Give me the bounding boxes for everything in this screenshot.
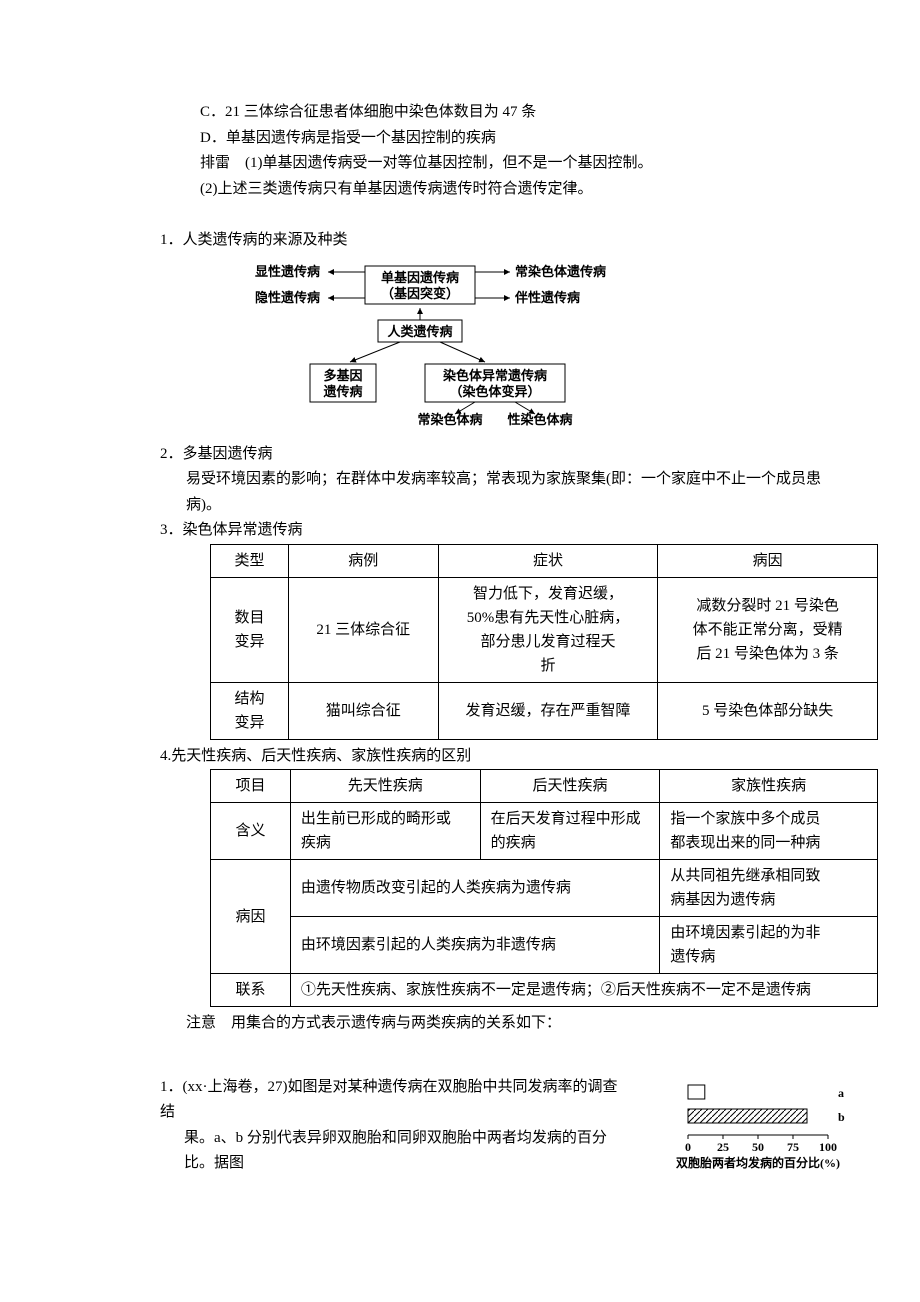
question-1: 1．(xx·上海卷，27)如图是对某种遗传病在双胞胎中共同发病率的调查结 果。a… (90, 1075, 830, 1177)
diagram-label: 常染色体病 (417, 412, 482, 427)
cell: 联系 (211, 974, 291, 1007)
cell: 减数分裂时 21 号染色 体不能正常分离，受精 后 21 号染色体为 3 条 (658, 577, 878, 682)
table-row: 数目变异 21 三体综合征 智力低下，发育迟缓， 50%患有先天性心脏病， 部分… (211, 577, 878, 682)
cell: ①先天性疾病、家族性疾病不一定是遗传病；②后天性疾病不一定不是遗传病 (290, 974, 877, 1007)
table-row: 类型 病例 症状 病因 (211, 544, 878, 577)
diagram-label: 隐性遗传病 (255, 290, 320, 305)
genetics-diagram: 显性遗传病 常染色体遗传病 隐性遗传病 伴性遗传病 单基因遗传病 （基因突变） … (250, 262, 670, 432)
section-4-title: 4.先天性疾病、后天性疾病、家族性疾病的区别 (90, 744, 830, 770)
th: 后天性疾病 (480, 770, 660, 803)
svg-text:100: 100 (819, 1140, 837, 1154)
table-row: 由环境因素引起的人类疾病为非遗传病 由环境因素引起的为非遗传病 (211, 917, 878, 974)
cell: 发育迟缓，存在严重智障 (438, 682, 658, 739)
table-row: 病因 由遗传物质改变引起的人类疾病为遗传病 从共同祖先继承相同致病基因为遗传病 (211, 860, 878, 917)
cell: 从共同祖先继承相同致病基因为遗传病 (660, 860, 878, 917)
diagram-box-label: 单基因遗传病 (381, 270, 459, 285)
diagram-box-label: 多基因 (323, 368, 362, 383)
question-line: 1．(xx·上海卷，27)如图是对某种遗传病在双胞胎中共同发病率的调查结 (160, 1075, 630, 1126)
section-3-title: 3．染色体异常遗传病 (90, 518, 830, 544)
diagram-label: 性染色体病 (507, 412, 572, 427)
svg-text:75: 75 (787, 1140, 799, 1154)
section-2-title: 2．多基因遗传病 (90, 442, 830, 468)
cell: 结构变异 (211, 682, 289, 739)
note-1: 排雷 (1)单基因遗传病受一对等位基因控制，但不是一个基因控制。 (90, 151, 830, 177)
svg-text:双胞胎两者均发病的百分比(%): 双胞胎两者均发病的百分比(%) (676, 1155, 840, 1170)
diagram-svg: 显性遗传病 常染色体遗传病 隐性遗传病 伴性遗传病 单基因遗传病 （基因突变） … (250, 262, 670, 432)
chromosome-table: 类型 病例 症状 病因 数目变异 21 三体综合征 智力低下，发育迟缓， 50%… (210, 544, 878, 740)
th: 病例 (288, 544, 438, 577)
question-line: 果。a、b 分别代表异卵双胞胎和同卵双胞胎中两者均发病的百分比。据图 (160, 1126, 630, 1177)
note-set: 注意 用集合的方式表示遗传病与两类疾病的关系如下： (90, 1011, 830, 1037)
cell: 由环境因素引起的为非遗传病 (660, 917, 878, 974)
cell: 由环境因素引起的人类疾病为非遗传病 (290, 917, 659, 974)
table-row: 项目 先天性疾病 后天性疾病 家族性疾病 (211, 770, 878, 803)
note-2: (2)上述三类遗传病只有单基因遗传病遗传时符合遗传定律。 (90, 177, 830, 203)
cell: 在后天发育过程中形成的疾病 (480, 803, 660, 860)
cell: 猫叫综合征 (288, 682, 438, 739)
th: 病因 (658, 544, 878, 577)
cell: 数目变异 (211, 577, 289, 682)
table-row: 含义 出生前已形成的畸形或疾病 在后天发育过程中形成的疾病 指一个家族中多个成员… (211, 803, 878, 860)
svg-text:50: 50 (752, 1140, 764, 1154)
diagram-label: 显性遗传病 (255, 264, 320, 279)
cell: 5 号染色体部分缺失 (658, 682, 878, 739)
disease-compare-table: 项目 先天性疾病 后天性疾病 家族性疾病 含义 出生前已形成的畸形或疾病 在后天… (210, 769, 878, 1007)
option-d: D．单基因遗传病是指受一个基因控制的疾病 (90, 126, 830, 152)
svg-text:25: 25 (717, 1140, 729, 1154)
th: 先天性疾病 (290, 770, 480, 803)
diagram-label: 常染色体遗传病 (515, 264, 606, 279)
table-row: 结构变异 猫叫综合征 发育迟缓，存在严重智障 5 号染色体部分缺失 (211, 682, 878, 739)
table-row: 联系 ①先天性疾病、家族性疾病不一定是遗传病；②后天性疾病不一定不是遗传病 (211, 974, 878, 1007)
cell: 由遗传物质改变引起的人类疾病为遗传病 (290, 860, 659, 917)
cell: 智力低下，发育迟缓， 50%患有先天性心脏病， 部分患儿发育过程夭 折 (438, 577, 658, 682)
svg-text:a: a (838, 1086, 844, 1100)
svg-text:b: b (838, 1110, 845, 1124)
diagram-box-label: 遗传病 (322, 384, 362, 399)
diagram-label: 伴性遗传病 (514, 290, 580, 305)
option-c: C．21 三体综合征患者体细胞中染色体数目为 47 条 (90, 100, 830, 126)
diagram-box-label: （基因突变） (381, 286, 459, 301)
cell: 指一个家族中多个成员都表现出来的同一种病 (660, 803, 878, 860)
section-2-body: 易受环境因素的影响；在群体中发病率较高；常表现为家族聚集(即：一个家庭中不止一个… (90, 467, 830, 518)
cell: 21 三体综合征 (288, 577, 438, 682)
diagram-box-label: （染色体变异） (449, 384, 540, 399)
th: 项目 (211, 770, 291, 803)
twin-bar-chart: ab 0 25 50 75 100双胞胎两者均发病的百分比(%) (670, 1075, 860, 1185)
section-1-title: 1．人类遗传病的来源及种类 (90, 228, 830, 254)
page: C．21 三体综合征患者体细胞中染色体数目为 47 条 D．单基因遗传病是指受一… (0, 0, 920, 1217)
th: 家族性疾病 (660, 770, 878, 803)
svg-text:0: 0 (685, 1140, 691, 1154)
cell: 出生前已形成的畸形或疾病 (290, 803, 480, 860)
th: 类型 (211, 544, 289, 577)
diagram-box-label: 染色体异常遗传病 (442, 368, 547, 383)
cell: 病因 (211, 860, 291, 974)
cell: 含义 (211, 803, 291, 860)
diagram-box-label: 人类遗传病 (387, 324, 452, 339)
th: 症状 (438, 544, 658, 577)
